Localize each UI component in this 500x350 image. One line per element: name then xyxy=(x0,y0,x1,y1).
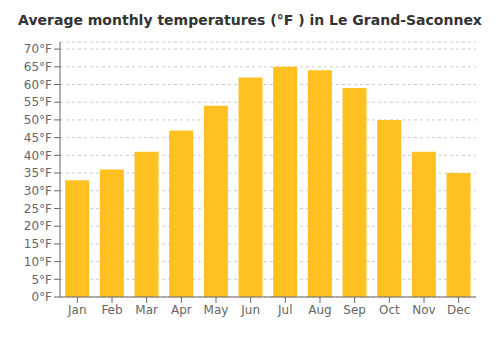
svg-text:5°F: 5°F xyxy=(31,273,52,287)
svg-text:Aug: Aug xyxy=(308,303,331,317)
svg-text:Jun: Jun xyxy=(240,303,260,317)
svg-text:70°F: 70°F xyxy=(24,42,52,56)
svg-text:55°F: 55°F xyxy=(24,95,52,109)
svg-text:20°F: 20°F xyxy=(24,219,52,233)
svg-text:0°F: 0°F xyxy=(31,290,52,304)
svg-text:Jan: Jan xyxy=(67,303,87,317)
svg-text:Nov: Nov xyxy=(412,303,435,317)
svg-text:Apr: Apr xyxy=(171,303,192,317)
svg-text:30°F: 30°F xyxy=(24,184,52,198)
svg-text:25°F: 25°F xyxy=(24,202,52,216)
svg-text:10°F: 10°F xyxy=(24,255,52,269)
svg-text:Jul: Jul xyxy=(277,303,292,317)
svg-text:65°F: 65°F xyxy=(24,60,52,74)
svg-text:Mar: Mar xyxy=(135,303,158,317)
svg-text:Feb: Feb xyxy=(101,303,122,317)
svg-text:15°F: 15°F xyxy=(24,237,52,251)
svg-text:60°F: 60°F xyxy=(24,78,52,92)
svg-text:35°F: 35°F xyxy=(24,166,52,180)
svg-text:Sep: Sep xyxy=(343,303,366,317)
svg-text:Oct: Oct xyxy=(379,303,400,317)
svg-text:45°F: 45°F xyxy=(24,131,52,145)
html-text:Average monthly temperatures (: Average monthly temperatures (°F ) in Le… xyxy=(18,12,482,28)
svg-text:May: May xyxy=(204,303,229,317)
svg-text:50°F: 50°F xyxy=(24,113,52,127)
svg-text:Dec: Dec xyxy=(447,303,470,317)
svg-text:40°F: 40°F xyxy=(24,149,52,163)
